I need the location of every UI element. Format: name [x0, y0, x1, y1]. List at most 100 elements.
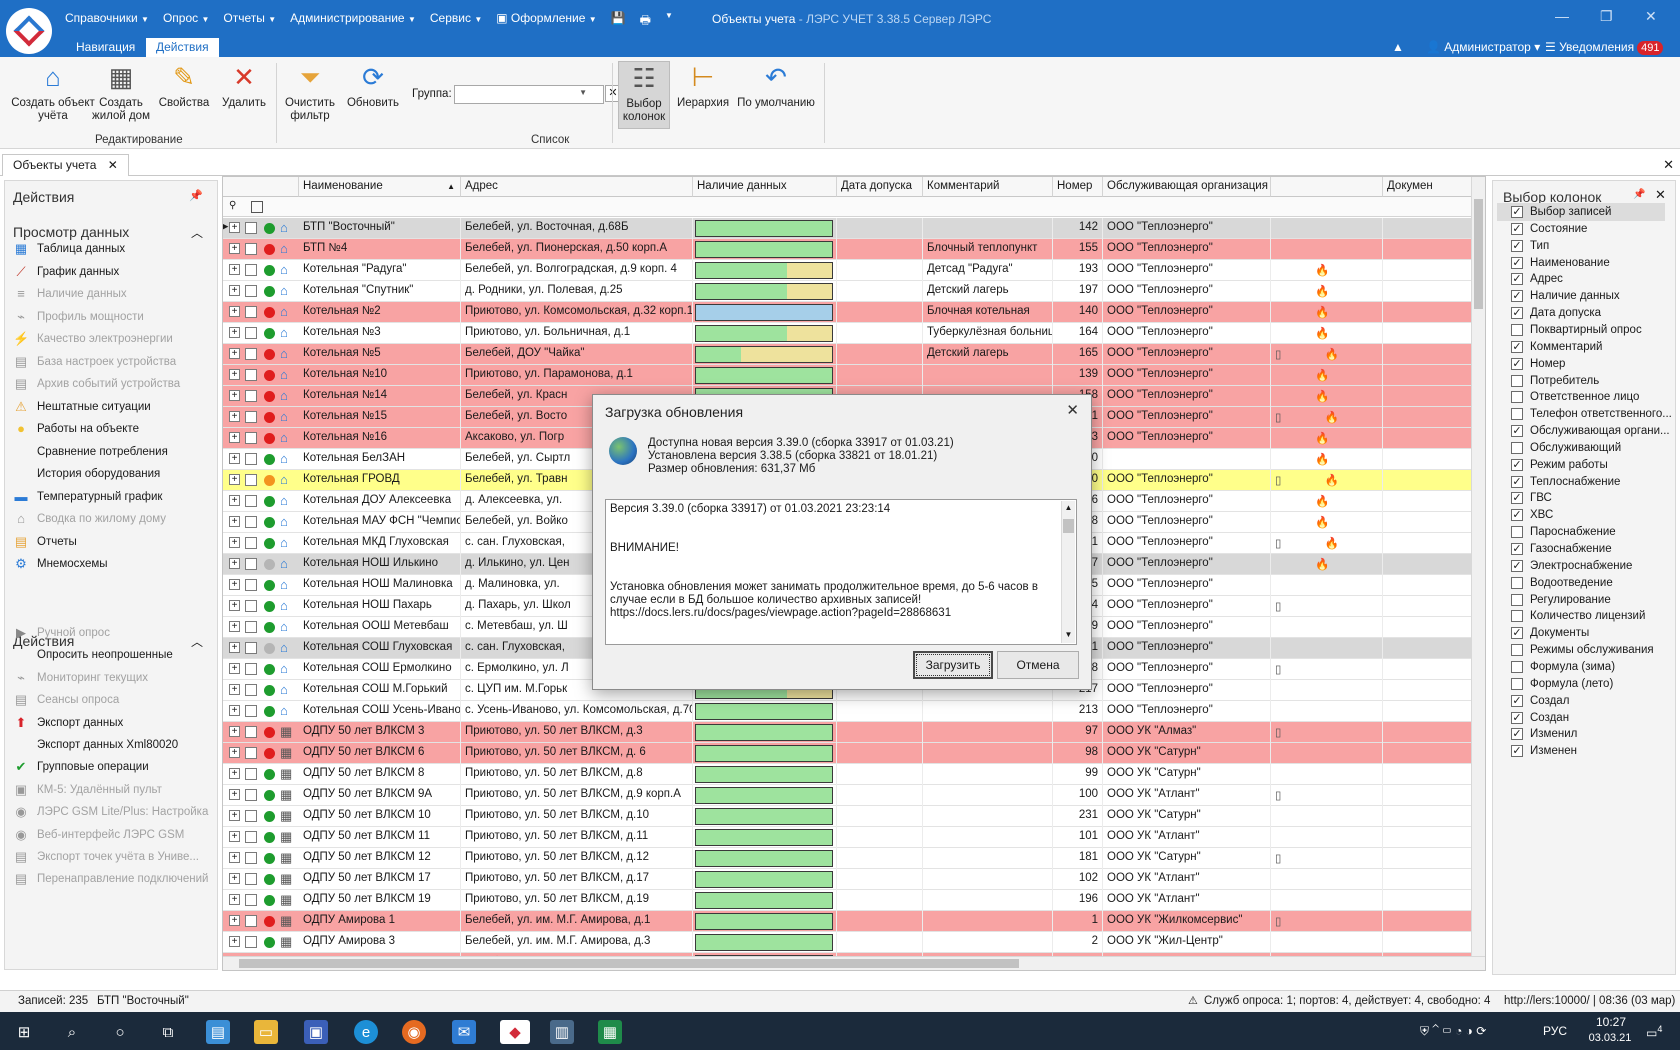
cortana-icon[interactable]: ○: [115, 1023, 125, 1041]
row-checkbox[interactable]: [245, 243, 257, 255]
select-all-checkbox[interactable]: [251, 201, 263, 213]
column-checkbox[interactable]: ✓: [1511, 239, 1523, 252]
action-item[interactable]: ⚡ Качество электроэнергии: [13, 331, 173, 346]
column-checkbox[interactable]: ✓: [1511, 340, 1523, 353]
section-actions[interactable]: Действия: [13, 633, 75, 649]
expand-icon[interactable]: +: [229, 453, 240, 464]
expand-icon[interactable]: +: [229, 327, 240, 338]
language-indicator[interactable]: РУС: [1543, 1024, 1568, 1038]
table-row[interactable]: + ▦ ОДПУ 50 лет ВЛКСМ 11 Приютово, ул. 5…: [223, 827, 1473, 848]
action-item[interactable]: ⬆ Экспорт данных: [13, 712, 124, 734]
notes-scrollbar[interactable]: ▲ ▼: [1061, 501, 1075, 643]
expand-icon[interactable]: +: [229, 558, 240, 569]
column-checkbox[interactable]: [1511, 576, 1523, 589]
row-checkbox[interactable]: [245, 831, 257, 843]
action-item[interactable]: ⌂ Сводка по жилому дому: [13, 508, 166, 530]
column-option[interactable]: ✓ Дата допуска: [1511, 307, 1602, 320]
column-checkbox[interactable]: [1511, 526, 1523, 539]
scroll-up-icon[interactable]: ▲: [1064, 503, 1073, 512]
row-checkbox[interactable]: [245, 453, 257, 465]
expand-icon[interactable]: +: [229, 285, 240, 296]
user-menu[interactable]: 👤 Администратор ▾: [1426, 40, 1541, 54]
table-row[interactable]: + ▦ ОДПУ 50 лет ВЛКСМ 9А Приютово, ул. 5…: [223, 785, 1473, 806]
row-checkbox[interactable]: [245, 369, 257, 381]
expand-icon[interactable]: +: [229, 348, 240, 359]
action-item[interactable]: ⚠ Нештатные ситуации: [13, 396, 151, 418]
expand-icon[interactable]: +: [229, 663, 240, 674]
action-item[interactable]: ▤ Отчеты: [14, 533, 77, 549]
expand-icon[interactable]: +: [229, 579, 240, 590]
table-row[interactable]: + ⌂ Котельная №2 Приютово, ул. Комсомоль…: [223, 302, 1473, 323]
column-checkbox[interactable]: ✓: [1511, 475, 1523, 488]
row-checkbox[interactable]: [245, 789, 257, 801]
column-checkbox[interactable]: [1511, 441, 1523, 454]
lers-app-icon[interactable]: ◆: [500, 1020, 530, 1044]
col-header-number[interactable]: Номер: [1053, 177, 1103, 197]
expand-icon[interactable]: +: [229, 873, 240, 884]
action-item[interactable]: Экспорт данных Xml80020: [13, 734, 178, 756]
vertical-scrollbar[interactable]: [1471, 177, 1485, 957]
column-option[interactable]: Пароснабжение: [1511, 523, 1616, 541]
close-tab-icon[interactable]: ✕: [107, 158, 118, 172]
col-header-services[interactable]: [1271, 177, 1383, 197]
column-checkbox[interactable]: ✓: [1511, 425, 1523, 438]
action-item[interactable]: ⟋ График данных: [13, 261, 119, 283]
windows-start-icon[interactable]: ⊞: [17, 1024, 31, 1041]
expand-icon[interactable]: +: [229, 936, 240, 947]
notification-center-icon[interactable]: ▭4: [1646, 1024, 1663, 1040]
close-window-icon[interactable]: ✕: [1645, 8, 1657, 24]
expand-icon[interactable]: +: [229, 894, 240, 905]
row-checkbox[interactable]: [245, 411, 257, 423]
expand-icon[interactable]: +: [229, 369, 240, 380]
table-row[interactable]: + ▦ ОДПУ 50 лет ВЛКСМ 17 Приютово, ул. 5…: [223, 869, 1473, 890]
table-row[interactable]: + ▦ ОДПУ 50 лет ВЛКСМ 12 Приютово, ул. 5…: [223, 848, 1473, 869]
action-item[interactable]: История оборудования: [13, 463, 160, 485]
scroll-down-icon[interactable]: ▼: [1064, 630, 1073, 639]
table-row[interactable]: + ▦ ОДПУ 50 лет ВЛКСМ 6 Приютово, ул. 50…: [223, 743, 1473, 764]
expand-icon[interactable]: +: [229, 726, 240, 737]
column-checkbox[interactable]: ✓: [1511, 627, 1523, 640]
column-option[interactable]: Режимы обслуживания: [1511, 641, 1654, 659]
expand-icon[interactable]: +: [229, 390, 240, 401]
row-checkbox[interactable]: [245, 684, 257, 696]
action-item[interactable]: ⌁ Мониторинг текущих: [13, 667, 148, 689]
row-checkbox[interactable]: [245, 327, 257, 339]
column-option[interactable]: Поквартирный опрос: [1511, 321, 1642, 339]
column-checkbox[interactable]: ✓: [1511, 694, 1523, 707]
column-option[interactable]: ✓ Наименование: [1511, 256, 1610, 269]
table-row[interactable]: + ⌂ Котельная "Радуга" Белебей, ул. Волг…: [223, 260, 1473, 281]
menu-poll[interactable]: Опрос ▼: [162, 11, 210, 25]
column-checkbox[interactable]: ✓: [1511, 492, 1523, 505]
expand-icon[interactable]: +: [229, 684, 240, 695]
table-row[interactable]: + ▦ ОДПУ Амирова 1 Белебей, ул. им. М.Г.…: [223, 911, 1473, 932]
row-checkbox[interactable]: [245, 264, 257, 276]
column-choice-button[interactable]: ☷ Выбор колонок: [618, 61, 670, 129]
tab-navigation[interactable]: Навигация: [76, 40, 136, 54]
column-option[interactable]: ✓ Теплоснабжение: [1511, 475, 1621, 488]
expand-icon[interactable]: +: [229, 915, 240, 926]
column-checkbox[interactable]: [1511, 644, 1523, 657]
table-row[interactable]: + ▦ ОДПУ 50 лет ВЛКСМ 8 Приютово, ул. 50…: [223, 764, 1473, 785]
column-option[interactable]: Водоотведение: [1511, 574, 1613, 592]
action-item[interactable]: ≡ Наличие данных: [13, 283, 126, 305]
save-app-icon[interactable]: ▣: [304, 1020, 328, 1044]
expand-icon[interactable]: +: [229, 411, 240, 422]
column-checkbox[interactable]: [1511, 593, 1523, 606]
scroll-thumb[interactable]: [1474, 199, 1483, 309]
action-item[interactable]: ▦ Таблица данных: [14, 241, 126, 256]
table-row[interactable]: + ▦ ОДПУ 50 лет ВЛКСМ 19 Приютово, ул. 5…: [223, 890, 1473, 911]
create-house-button[interactable]: ▦ Создать жилой дом: [92, 61, 150, 123]
print-icon[interactable]: 🖶: [639, 13, 651, 27]
column-checkbox[interactable]: ✓: [1511, 458, 1523, 471]
column-checkbox[interactable]: ✓: [1511, 222, 1523, 235]
expand-icon[interactable]: +: [229, 222, 240, 233]
row-checkbox[interactable]: [245, 810, 257, 822]
collapse-ribbon-icon[interactable]: ▲: [1392, 40, 1404, 54]
column-option[interactable]: Обслуживающий: [1511, 439, 1621, 457]
row-checkbox[interactable]: [245, 873, 257, 885]
column-option[interactable]: ✓ Номер: [1511, 357, 1566, 370]
table-row[interactable]: + ⌂ Котельная "Спутник" д. Родники, ул. …: [223, 281, 1473, 302]
column-checkbox[interactable]: ✓: [1511, 206, 1523, 218]
row-checkbox[interactable]: [245, 726, 257, 738]
row-checkbox[interactable]: [245, 348, 257, 360]
